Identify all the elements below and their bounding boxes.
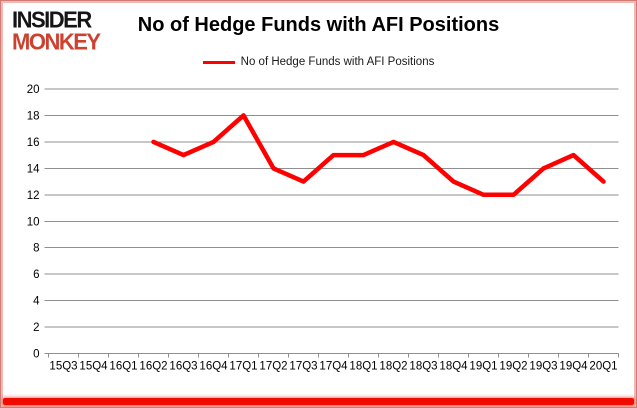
y-axis-tick-label: 18 [27, 110, 40, 122]
legend-label: No of Hedge Funds with AFI Positions [240, 56, 435, 68]
x-axis-tick-label: 19Q4 [559, 361, 588, 373]
y-axis-tick-label: 6 [33, 269, 39, 281]
chart-title: No of Hedge Funds with AFI Positions [137, 14, 500, 36]
x-axis-tick-label: 19Q1 [469, 361, 497, 373]
y-axis-tick-label: 16 [27, 137, 40, 149]
x-axis-tick-label: 16Q2 [139, 361, 167, 373]
insider-monkey-logo: INSIDER MONKEY [12, 6, 101, 55]
x-axis-tick-label: 18Q4 [439, 361, 468, 373]
x-axis-tick-label: 18Q2 [379, 361, 407, 373]
x-axis-tick-label: 17Q1 [229, 361, 257, 373]
x-axis-tick-label: 15Q3 [49, 361, 77, 373]
x-axis-tick-label: 19Q2 [499, 361, 527, 373]
x-axis-tick-label: 16Q4 [199, 361, 228, 373]
x-axis-tick-label: 15Q4 [79, 361, 108, 373]
x-axis-tick-label: 18Q3 [409, 361, 437, 373]
legend-line-swatch [202, 60, 235, 64]
x-axis-tick-label: 18Q1 [349, 361, 377, 373]
x-axis-tick-label: 17Q3 [289, 361, 317, 373]
legend: No of Hedge Funds with AFI Positions [1, 56, 636, 68]
y-axis-tick-label: 0 [33, 349, 39, 361]
logo-insider-text: INSIDER [12, 6, 92, 33]
y-axis-tick-label: 2 [33, 322, 39, 334]
x-axis-tick-label: 17Q4 [319, 361, 348, 373]
x-axis-tick-label: 19Q3 [529, 361, 557, 373]
x-axis-tick-label: 20Q1 [589, 361, 617, 373]
data-series-line [151, 113, 606, 198]
y-axis-tick-label: 4 [33, 296, 40, 308]
x-axis-tick-label: 16Q3 [169, 361, 197, 373]
x-axis-tick-label: 16Q1 [109, 361, 137, 373]
y-axis-tick-label: 12 [27, 190, 40, 202]
y-axis-tick-label: 14 [27, 163, 40, 175]
bottom-accent-bar [3, 398, 634, 405]
y-axis-tick-label: 20 [27, 84, 40, 96]
logo-monkey-text: MONKEY [12, 28, 101, 55]
y-axis-tick-label: 8 [33, 243, 39, 255]
y-axis-tick-label: 10 [27, 216, 40, 228]
x-axis-tick-label: 17Q2 [259, 361, 287, 373]
